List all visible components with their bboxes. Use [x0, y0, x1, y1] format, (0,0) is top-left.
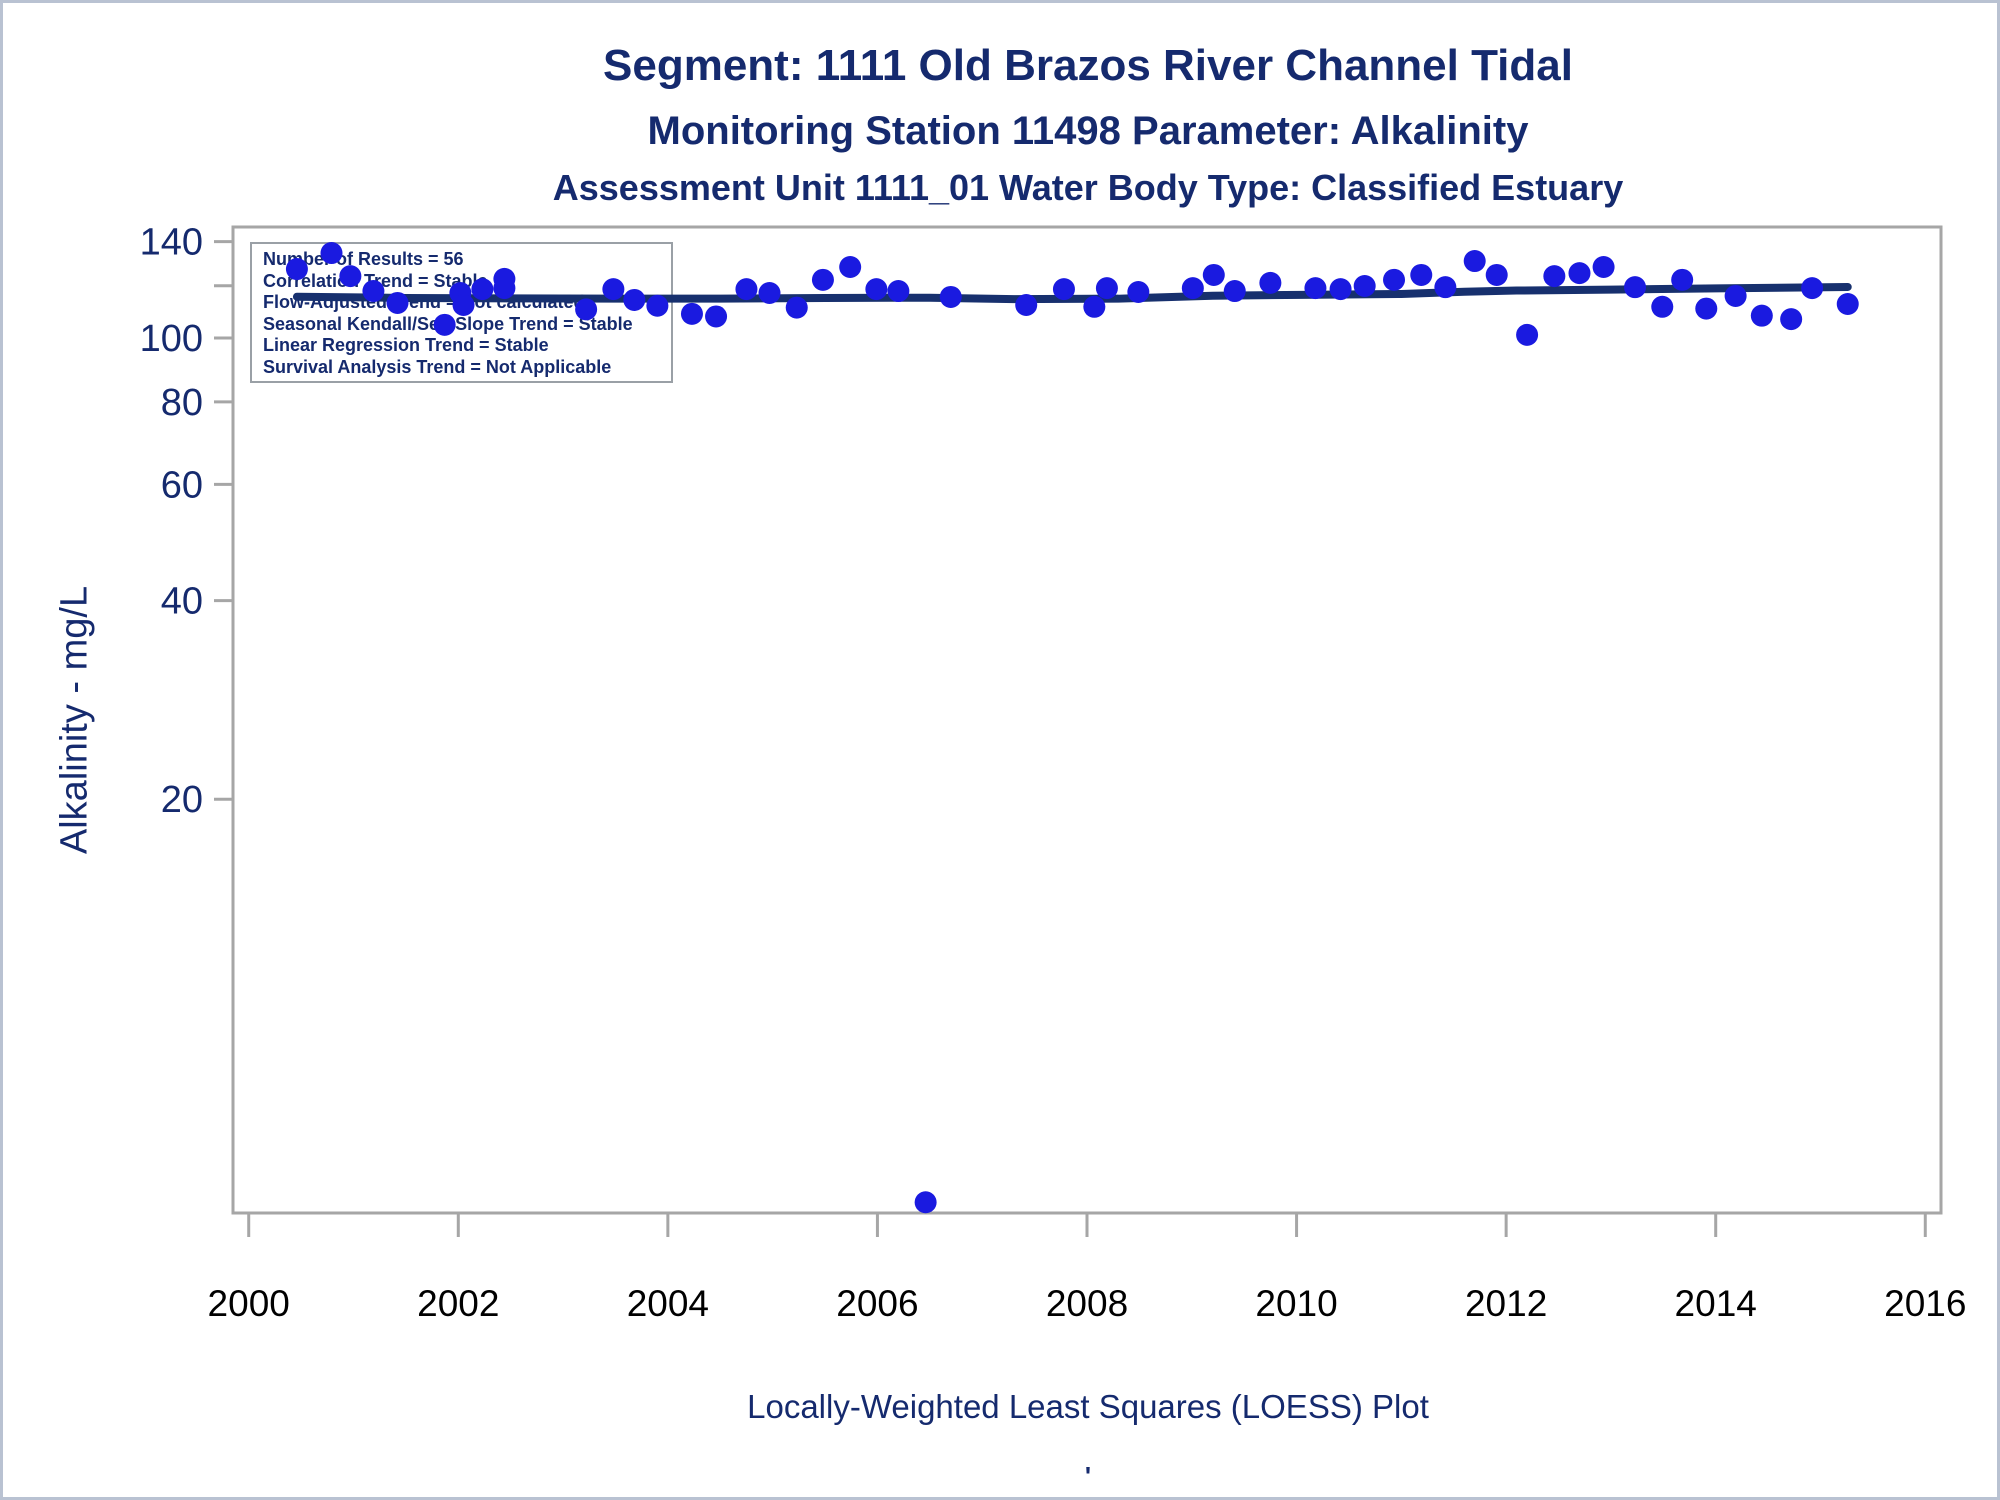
x-axis-tick-label: 2010: [1255, 1283, 1337, 1324]
data-point: [1543, 265, 1566, 288]
data-point: [1724, 284, 1747, 307]
data-point: [1592, 256, 1615, 279]
stat-linear-regression-trend: Linear Regression Trend = Stable: [263, 335, 549, 355]
data-point: [1516, 323, 1539, 346]
data-point: [811, 268, 834, 291]
y-axis-tick-label: 100: [140, 318, 203, 360]
data-point: [1750, 304, 1773, 327]
x-axis-tick-label: 2012: [1465, 1283, 1547, 1324]
data-point: [680, 302, 703, 325]
data-point: [1304, 277, 1327, 300]
stat-number-of-results: Number of Results = 56: [263, 249, 464, 269]
data-point: [735, 278, 758, 301]
data-point: [914, 1191, 937, 1214]
data-point: [433, 313, 456, 336]
page-subtitle: Monitoring Station 11498 Parameter: Alka…: [647, 109, 1529, 153]
plot-frame: [231, 225, 1943, 1215]
data-point: [785, 296, 808, 319]
data-point: [1780, 308, 1803, 331]
data-point: [1434, 276, 1457, 299]
scatter-plot-area: 2000 2002 2004 2006 2008 2010 2012 2014 2016 140 1…: [140, 222, 1967, 1324]
stat-survival-analysis-trend: Survival Analysis Trend = Not Applicable: [263, 356, 612, 377]
data-point: [623, 288, 646, 311]
data-point: [362, 280, 385, 303]
x-axis-tick-label: 2004: [627, 1283, 709, 1324]
data-point: [1223, 280, 1246, 303]
x-axis-tick-label: 2000: [208, 1283, 290, 1324]
data-point: [1181, 277, 1204, 300]
data-point: [1801, 277, 1824, 300]
data-point: [939, 285, 962, 308]
data-point: [1410, 263, 1433, 286]
data-point: [339, 265, 362, 288]
y-axis-tick-label: 80: [161, 382, 203, 424]
data-point: [386, 291, 409, 314]
page-title: Segment: 1111 Old Brazos River Channel T…: [603, 41, 1573, 90]
data-point: [705, 305, 728, 328]
data-point: [1671, 268, 1694, 291]
data-point: [452, 294, 475, 317]
data-point: [1463, 250, 1486, 273]
y-axis-tick-label: 140: [140, 222, 203, 264]
data-point: [285, 258, 308, 281]
data-point: [493, 277, 516, 300]
data-point: [1353, 274, 1376, 297]
data-point: [1568, 262, 1591, 285]
data-point: [1651, 295, 1674, 318]
x-axis-tick-label: 2006: [836, 1283, 918, 1324]
data-point: [1836, 292, 1859, 315]
data-point: [320, 242, 343, 265]
data-point: [1329, 278, 1352, 301]
data-point: [1259, 271, 1282, 294]
data-point: [646, 294, 669, 317]
data-point: [1015, 294, 1038, 317]
footnote-mark: ': [1084, 1461, 1092, 1491]
data-point: [758, 281, 781, 304]
data-point: [602, 278, 625, 301]
data-point: [839, 256, 862, 279]
y-axis-tick-label: 20: [161, 779, 203, 821]
data-point: [575, 298, 598, 321]
data-point: [1052, 278, 1075, 301]
x-axis-tick-label: 2002: [417, 1283, 499, 1324]
y-axis-tick-label: 60: [161, 464, 203, 506]
data-point: [1095, 277, 1118, 300]
data-point: [865, 278, 888, 301]
data-point: [1202, 263, 1225, 286]
data-point: [1127, 281, 1150, 304]
data-point: [1083, 295, 1106, 318]
assessment-unit-line: Assessment Unit 1111_01 Water Body Type:…: [552, 167, 1624, 208]
x-axis-tick-label: 2016: [1884, 1283, 1966, 1324]
data-point: [1624, 276, 1647, 299]
data-point: [887, 280, 910, 303]
data-point: [471, 278, 494, 301]
data-point: [1383, 268, 1406, 291]
y-axis-title: Alkalinity - mg/L: [53, 585, 96, 855]
x-axis-tick-label: 2008: [1046, 1283, 1128, 1324]
data-point: [1485, 263, 1508, 286]
x-axis-tick-label: 2014: [1675, 1283, 1757, 1324]
plot-caption: Locally-Weighted Least Squares (LOESS) P…: [747, 1388, 1429, 1425]
data-point: [1695, 297, 1718, 320]
y-axis-tick-label: 40: [161, 581, 203, 623]
loess-trend-line: [292, 282, 1852, 304]
